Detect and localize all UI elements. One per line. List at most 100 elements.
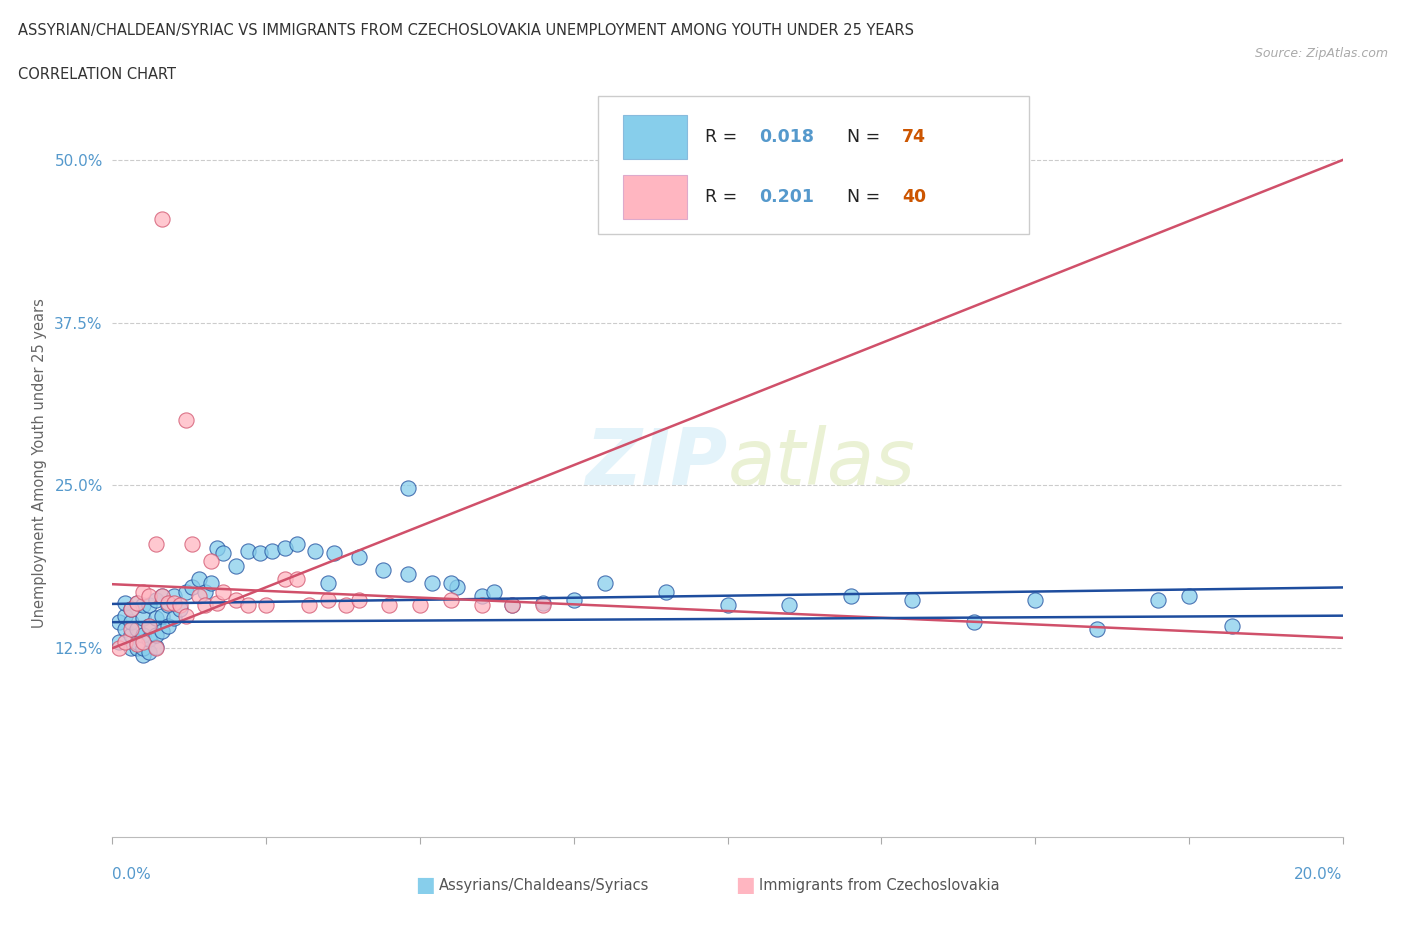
Point [1178,589,1201,604]
Point [163,611,186,626]
Point [138,618,160,633]
Point [839,589,862,604]
Point [1085,621,1108,636]
FancyBboxPatch shape [623,115,688,159]
Point [132,628,155,643]
Text: ■: ■ [415,875,434,896]
Point [347,550,370,565]
Point [145,592,167,607]
Y-axis label: Unemployment Among Youth under 25 years: Unemployment Among Youth under 25 years [32,298,48,628]
Point [174,608,197,623]
Text: 20.0%: 20.0% [1295,867,1343,882]
Point [482,585,505,600]
Point [150,211,173,226]
Point [396,566,419,581]
Point [655,585,678,600]
Point [132,611,155,626]
Point [347,592,370,607]
Point [200,553,222,568]
Point [181,579,204,594]
Point [717,598,740,613]
FancyBboxPatch shape [599,96,1029,234]
Point [316,576,339,591]
Point [114,634,136,649]
Point [1024,592,1046,607]
Point [778,598,800,613]
Point [156,595,179,610]
Point [150,589,173,604]
Point [274,540,297,555]
Point [205,595,228,610]
Point [132,641,155,656]
Point [127,621,149,636]
Point [236,598,259,613]
Point [145,640,167,655]
Point [169,598,191,613]
Point [470,598,494,613]
Point [127,595,149,610]
Point [127,637,149,652]
Point [107,641,129,656]
Text: R =: R = [706,188,744,206]
Point [593,576,616,591]
Point [127,634,149,649]
Point [132,647,155,662]
Point [132,634,155,649]
Point [901,592,924,607]
Text: atlas: atlas [728,425,915,500]
Point [262,543,284,558]
Point [285,537,308,551]
Text: Immigrants from Czechoslovakia: Immigrants from Czechoslovakia [759,878,1000,893]
Point [440,592,463,607]
Point [562,592,585,607]
Point [194,598,217,613]
Point [304,543,326,558]
Point [531,598,554,613]
Point [501,598,523,613]
Point [371,563,394,578]
Point [145,628,167,643]
Point [138,589,160,604]
Point [120,615,142,630]
Point [127,641,149,656]
Point [225,592,247,607]
Point [225,559,247,574]
Point [236,543,259,558]
Point [120,602,142,617]
Point [335,598,357,613]
Point [531,595,554,610]
Text: 0.018: 0.018 [759,128,814,146]
Point [963,615,986,630]
Point [254,598,277,613]
Point [285,572,308,587]
Text: N =: N = [846,128,886,146]
Point [114,595,136,610]
Point [378,598,401,613]
Point [120,628,142,643]
FancyBboxPatch shape [623,175,688,219]
Point [1220,618,1243,633]
Point [501,598,523,613]
Point [440,576,463,591]
Point [274,572,297,587]
Point [145,641,167,656]
Point [298,598,321,613]
Point [107,615,129,630]
Text: CORRELATION CHART: CORRELATION CHART [18,67,176,82]
Point [409,598,432,613]
Point [470,589,494,604]
Point [1147,592,1170,607]
Text: ASSYRIAN/CHALDEAN/SYRIAC VS IMMIGRANTS FROM CZECHOSLOVAKIA UNEMPLOYMENT AMONG YO: ASSYRIAN/CHALDEAN/SYRIAC VS IMMIGRANTS F… [18,23,914,38]
Text: N =: N = [846,188,886,206]
Point [138,598,160,613]
Point [156,618,179,633]
Point [396,481,419,496]
Point [138,631,160,646]
Point [187,589,209,604]
Point [174,585,197,600]
Text: 0.0%: 0.0% [112,867,152,882]
Text: ZIP: ZIP [585,425,728,500]
Point [132,585,155,600]
Point [200,576,222,591]
Point [120,641,142,656]
